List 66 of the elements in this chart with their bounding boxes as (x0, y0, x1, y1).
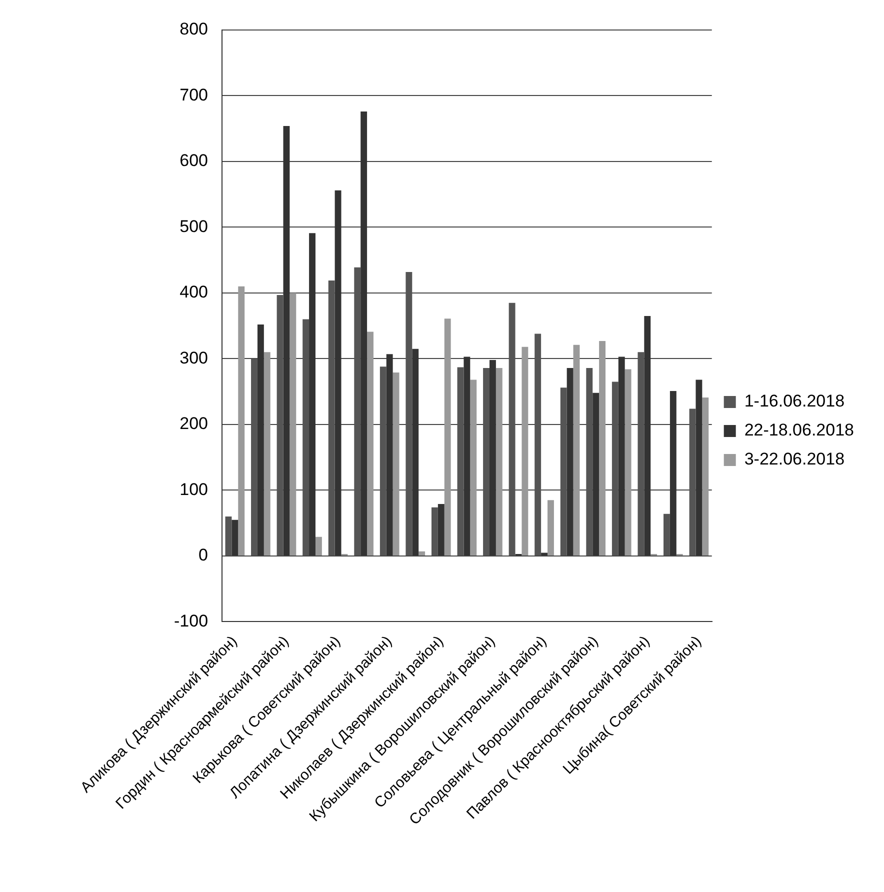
bar (276, 294, 284, 556)
bar (541, 552, 548, 556)
bar (664, 514, 670, 556)
bar (360, 112, 368, 556)
bar (696, 380, 702, 556)
bar (334, 190, 342, 556)
bar (438, 504, 444, 556)
y-tick-label: 400 (180, 282, 208, 302)
bar (483, 368, 490, 556)
bar (612, 382, 618, 556)
legend-label: 1-16.06.2018 (744, 392, 845, 411)
bar (264, 352, 270, 556)
bar (354, 267, 361, 556)
bar (431, 507, 438, 556)
bar (522, 346, 528, 556)
bar (380, 366, 386, 556)
y-tick-label: -100 (174, 611, 208, 630)
bar (257, 324, 264, 556)
bar (406, 272, 412, 556)
bar (412, 348, 419, 556)
bar (418, 551, 426, 556)
y-tick-label: 500 (180, 216, 208, 236)
bar (489, 360, 496, 556)
bar (670, 390, 676, 556)
bar (309, 233, 316, 556)
y-tick-label: 300 (180, 348, 208, 368)
bar (592, 392, 600, 556)
bar (225, 516, 232, 556)
bar (496, 368, 502, 556)
bar (315, 536, 322, 556)
bar (586, 368, 593, 556)
bar (644, 316, 651, 556)
y-tick-label: 600 (180, 151, 208, 170)
bar (599, 340, 606, 556)
bar (618, 356, 625, 556)
bar (457, 367, 464, 556)
bar (386, 354, 393, 556)
bar (302, 319, 310, 556)
y-tick-label: 700 (180, 85, 208, 104)
y-tick-label: 200 (180, 414, 208, 434)
bar (548, 500, 554, 556)
bar (238, 286, 245, 556)
y-tick-label: 100 (180, 480, 208, 499)
bar (534, 334, 542, 556)
legend-label: 22-18.06.2018 (744, 420, 854, 440)
y-tick-label: 800 (180, 20, 208, 39)
bar (624, 369, 632, 556)
bar (566, 368, 574, 556)
bar (702, 398, 709, 556)
bar (283, 126, 290, 556)
legend-label: 3-22.06.2018 (744, 450, 845, 469)
bar (560, 388, 567, 556)
bar (444, 318, 451, 556)
bar (638, 352, 644, 556)
bar (470, 380, 477, 556)
bar (689, 408, 696, 556)
bar (232, 520, 238, 556)
bar (251, 358, 258, 556)
y-tick-label: 0 (198, 546, 208, 565)
bar (464, 356, 470, 556)
bar (328, 280, 335, 556)
bar (290, 292, 296, 556)
bar (367, 332, 374, 556)
bar (573, 344, 580, 556)
bar (392, 372, 400, 556)
bar (508, 302, 516, 556)
